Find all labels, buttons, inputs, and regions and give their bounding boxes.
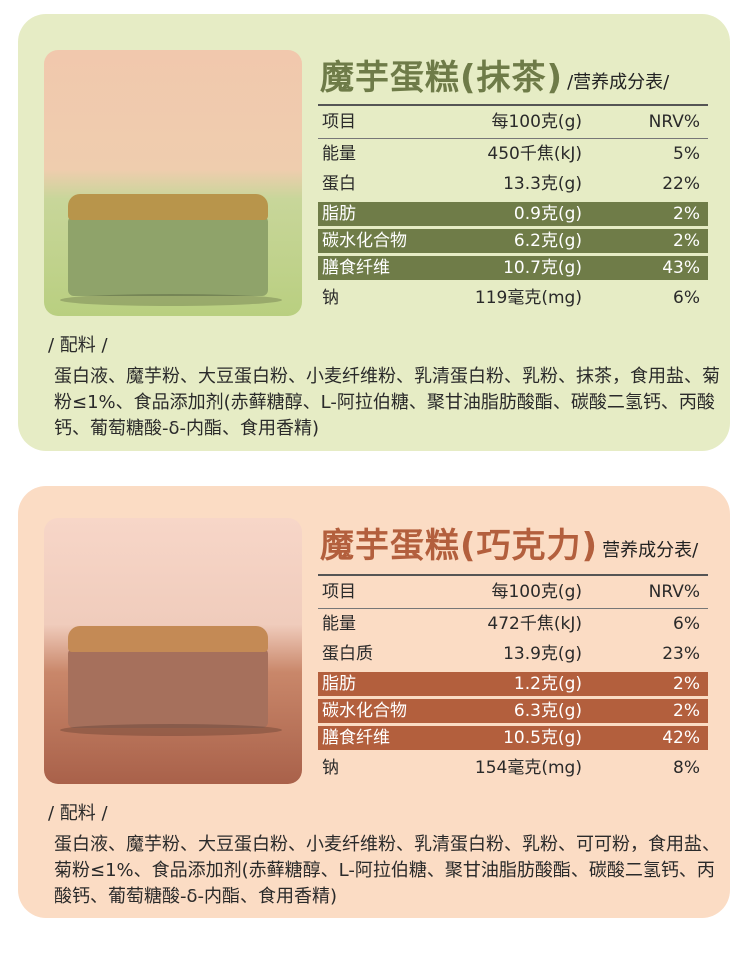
title-row: 魔芋蛋糕(抹茶) /营养成分表/ — [320, 52, 669, 98]
row-nrv: 2% — [673, 231, 700, 251]
ingredients-label: / 配料 / — [48, 803, 108, 824]
header-amount: 每100克(g) — [491, 112, 582, 132]
ingredients-label: / 配料 / — [48, 335, 108, 356]
row-nrv: 2% — [673, 674, 700, 694]
row-amount: 10.7克(g) — [503, 258, 582, 278]
table-header-row: 项目 每100克(g) NRV% — [318, 576, 708, 609]
header-nrv: NRV% — [648, 112, 700, 132]
table-row-highlighted: 膳食纤维 10.5克(g) 42% — [318, 726, 708, 750]
row-nrv: 5% — [673, 144, 700, 164]
product-title: 魔芋蛋糕(抹茶) — [320, 58, 564, 98]
cake-crust — [68, 194, 268, 220]
row-amount: 119毫克(mg) — [474, 288, 582, 308]
row-item: 脂肪 — [322, 674, 356, 694]
table-row: 能量 450千焦(kJ) 5% — [318, 139, 708, 169]
table-row-highlighted: 碳水化合物 6.3克(g) 2% — [318, 699, 708, 723]
row-nrv: 2% — [673, 701, 700, 721]
row-item: 钠 — [322, 288, 339, 308]
header-item: 项目 — [322, 112, 356, 132]
row-item: 钠 — [322, 758, 339, 778]
row-amount: 1.2克(g) — [513, 674, 582, 694]
row-amount: 450千焦(kJ) — [487, 144, 582, 164]
table-row: 钠 119毫克(mg) 6% — [318, 283, 708, 313]
row-item: 碳水化合物 — [322, 701, 407, 721]
table-row-highlighted: 膳食纤维 10.7克(g) 43% — [318, 256, 708, 280]
row-item: 膳食纤维 — [322, 728, 390, 748]
table-row-highlighted: 碳水化合物 6.2克(g) 2% — [318, 229, 708, 253]
nutrition-table: 项目 每100克(g) NRV% 能量 450千焦(kJ) 5% 蛋白 13.3… — [318, 104, 708, 313]
row-item: 脂肪 — [322, 204, 356, 224]
product-title: 魔芋蛋糕(巧克力) — [320, 526, 599, 566]
title-row: 魔芋蛋糕(巧克力) 营养成分表/ — [320, 520, 698, 566]
row-nrv: 22% — [662, 174, 700, 194]
row-nrv: 23% — [662, 644, 700, 664]
row-nrv: 8% — [673, 758, 700, 778]
table-row-highlighted: 脂肪 1.2克(g) 2% — [318, 672, 708, 696]
row-nrv: 43% — [662, 258, 700, 278]
row-item: 蛋白 — [322, 174, 356, 194]
row-item: 膳食纤维 — [322, 258, 390, 278]
row-amount: 0.9克(g) — [513, 204, 582, 224]
table-header-row: 项目 每100克(g) NRV% — [318, 106, 708, 139]
chocolate-nutrition-card: 魔芋蛋糕(巧克力) 营养成分表/ 项目 每100克(g) NRV% 能量 472… — [18, 486, 730, 918]
table-row: 钠 154毫克(mg) 8% — [318, 753, 708, 783]
cake-crust — [68, 626, 268, 652]
row-nrv: 6% — [673, 614, 700, 634]
table-subtitle: /营养成分表/ — [567, 72, 670, 93]
table-row: 蛋白 13.3克(g) 22% — [318, 169, 708, 199]
row-amount: 6.2克(g) — [513, 231, 582, 251]
row-item: 能量 — [322, 144, 356, 164]
cake-slice — [68, 194, 268, 296]
table-row: 能量 472千焦(kJ) 6% — [318, 609, 708, 639]
cake-shadow — [60, 294, 282, 306]
header-amount: 每100克(g) — [491, 582, 582, 602]
nutrition-table: 项目 每100克(g) NRV% 能量 472千焦(kJ) 6% 蛋白质 13.… — [318, 574, 708, 783]
chocolate-cake-photo — [44, 518, 302, 784]
row-nrv: 6% — [673, 288, 700, 308]
ingredients-text: 蛋白液、魔芋粉、大豆蛋白粉、小麦纤维粉、乳清蛋白粉、乳粉、可可粉，食用盐、菊粉≤… — [54, 834, 720, 907]
row-nrv: 2% — [673, 204, 700, 224]
table-row-highlighted: 脂肪 0.9克(g) 2% — [318, 202, 708, 226]
row-item: 碳水化合物 — [322, 231, 407, 251]
row-amount: 154毫克(mg) — [474, 758, 582, 778]
header-item: 项目 — [322, 582, 356, 602]
row-amount: 10.5克(g) — [503, 728, 582, 748]
header-nrv: NRV% — [648, 582, 700, 602]
ingredients-text: 蛋白液、魔芋粉、大豆蛋白粉、小麦纤维粉、乳清蛋白粉、乳粉、抹茶，食用盐、菊粉≤1… — [54, 366, 720, 439]
row-amount: 472千焦(kJ) — [487, 614, 582, 634]
matcha-nutrition-card: 魔芋蛋糕(抹茶) /营养成分表/ 项目 每100克(g) NRV% 能量 450… — [18, 14, 730, 451]
row-amount: 13.9克(g) — [503, 644, 582, 664]
table-subtitle: 营养成分表/ — [602, 540, 699, 561]
cake-slice — [68, 626, 268, 728]
table-row: 蛋白质 13.9克(g) 23% — [318, 639, 708, 669]
matcha-cake-photo — [44, 50, 302, 316]
cake-shadow — [60, 724, 282, 736]
row-amount: 6.3克(g) — [513, 701, 582, 721]
row-item: 能量 — [322, 614, 356, 634]
row-item: 蛋白质 — [322, 644, 373, 664]
row-amount: 13.3克(g) — [503, 174, 582, 194]
row-nrv: 42% — [662, 728, 700, 748]
